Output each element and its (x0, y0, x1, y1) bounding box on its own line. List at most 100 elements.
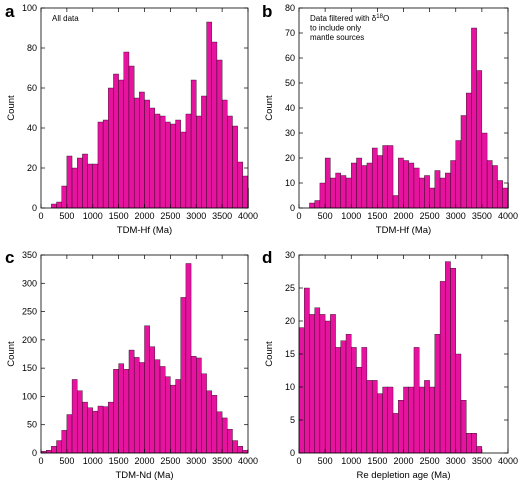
panel-letter-c: c (5, 248, 14, 267)
y-tick-label-c-7: 350 (22, 250, 37, 260)
y-tick-label-c-0: 0 (32, 448, 37, 458)
bar-c-30 (196, 357, 202, 454)
annotation-line-a-0: All data (52, 14, 79, 23)
bar-c-39 (242, 449, 249, 454)
y-tick-label-c-5: 250 (22, 307, 37, 317)
annotation-line-b-2: mantle sources (310, 33, 364, 42)
bar-a-9 (87, 163, 93, 209)
panel-b: 0 500 1000 1500 2000 2500 3000 3500 4000 0 10 20 30 4… (262, 2, 518, 236)
bars-b (309, 27, 509, 209)
bar-d-18 (392, 413, 399, 454)
bar-d-32 (466, 433, 472, 454)
panel-letter-d: d (262, 248, 272, 267)
bar-a-26 (175, 119, 181, 209)
bar-d-28 (445, 261, 451, 454)
bar-b-29 (450, 160, 456, 209)
bar-d-1 (304, 287, 310, 454)
bar-b-31 (460, 115, 467, 209)
bar-c-27 (180, 297, 187, 454)
bar-c-1 (45, 449, 52, 454)
y-tick-label-b-1: 10 (285, 178, 295, 188)
bar-c-36 (227, 429, 233, 454)
bar-a-15 (118, 79, 124, 209)
x-tick-label-b-5: 2500 (420, 211, 440, 221)
bar-b-24 (424, 175, 430, 209)
x-axis-label-a: TDM-Hf (Ma) (117, 225, 172, 236)
bar-c-24 (165, 376, 171, 454)
bar-c-33 (211, 395, 218, 454)
bar-a-31 (201, 95, 207, 209)
bar-d-27 (439, 281, 446, 454)
x-tick-label-b-8: 4000 (498, 211, 518, 221)
bar-a-13 (108, 87, 114, 209)
y-tick-label-b-3: 30 (285, 128, 295, 138)
bar-d-22 (413, 347, 420, 454)
bar-d-15 (377, 393, 383, 454)
x-tick-label-b-7: 3500 (472, 211, 492, 221)
bar-c-3 (56, 440, 62, 454)
x-tick-label-c-4: 2000 (134, 456, 154, 466)
bar-c-31 (201, 373, 207, 454)
bar-b-36 (486, 160, 493, 209)
bar-c-26 (175, 379, 181, 454)
x-tick-label-d-3: 1500 (367, 456, 387, 466)
y-axis-d: 0 5 10 15 20 25 30 (285, 250, 508, 458)
bar-d-19 (398, 400, 404, 454)
annotation-line-b-1: to include only (310, 24, 361, 33)
bar-c-23 (159, 366, 166, 454)
bar-d-26 (434, 334, 441, 454)
y-tick-label-b-7: 70 (285, 28, 295, 38)
x-axis-b: 0 500 1000 1500 2000 2500 3000 3500 4000 (296, 8, 518, 221)
x-tick-label-c-6: 3000 (186, 456, 206, 466)
bar-d-31 (460, 400, 467, 454)
bar-a-24 (165, 121, 171, 209)
x-tick-label-b-4: 2000 (393, 211, 413, 221)
x-tick-label-d-6: 3000 (446, 456, 466, 466)
x-tick-label-c-3: 1500 (109, 456, 129, 466)
bar-d-21 (408, 386, 415, 454)
panel-d: 0 500 1000 1500 2000 2500 3000 3500 4000 0 5 10 15 20… (262, 248, 518, 481)
bar-b-35 (481, 132, 488, 209)
x-tick-label-d-4: 2000 (393, 456, 413, 466)
y-tick-label-c-2: 100 (22, 391, 37, 401)
bar-d-11 (356, 367, 362, 454)
bar-a-37 (232, 125, 238, 209)
bar-c-32 (206, 390, 212, 454)
x-tick-label-a-8: 4000 (238, 211, 258, 221)
bar-a-7 (77, 157, 83, 209)
bar-d-0 (298, 327, 305, 454)
bar-b-9 (345, 177, 352, 209)
y-tick-label-a-0: 0 (32, 203, 37, 213)
x-tick-label-c-0: 0 (38, 456, 43, 466)
bar-b-16 (382, 145, 389, 209)
x-tick-label-a-6: 3000 (186, 211, 206, 221)
x-axis-label-d: Re depletion age (Ma) (357, 470, 451, 481)
bars-c (40, 263, 249, 454)
y-tick-label-c-1: 50 (27, 420, 37, 430)
bar-b-2 (309, 202, 315, 209)
bar-b-20 (403, 160, 409, 209)
bar-c-13 (108, 401, 114, 454)
bar-b-25 (429, 187, 436, 209)
bar-d-29 (450, 268, 456, 454)
bar-d-30 (455, 353, 462, 454)
bar-d-33 (471, 433, 477, 454)
y-tick-label-d-6: 30 (285, 250, 295, 260)
bar-a-17 (128, 65, 135, 209)
bar-d-12 (361, 347, 368, 454)
x-axis-d: 0 500 1000 1500 2000 2500 3000 3500 4000 (296, 255, 518, 466)
x-tick-label-d-2: 1000 (341, 456, 361, 466)
bar-c-6 (71, 379, 78, 454)
panel-letter-a: a (5, 2, 15, 21)
bar-d-13 (366, 380, 373, 454)
bar-a-19 (139, 91, 145, 209)
x-tick-label-d-7: 3500 (472, 456, 492, 466)
y-axis-label-b: Count (264, 95, 275, 121)
bars-d (298, 261, 483, 454)
y-tick-label-b-8: 80 (285, 3, 295, 13)
bar-a-21 (149, 107, 156, 209)
bar-a-18 (133, 97, 140, 209)
panel-a: 0 500 1000 1500 2000 2500 3000 3500 4000 0 20 40 60 8… (5, 2, 258, 236)
bar-b-37 (492, 165, 498, 209)
